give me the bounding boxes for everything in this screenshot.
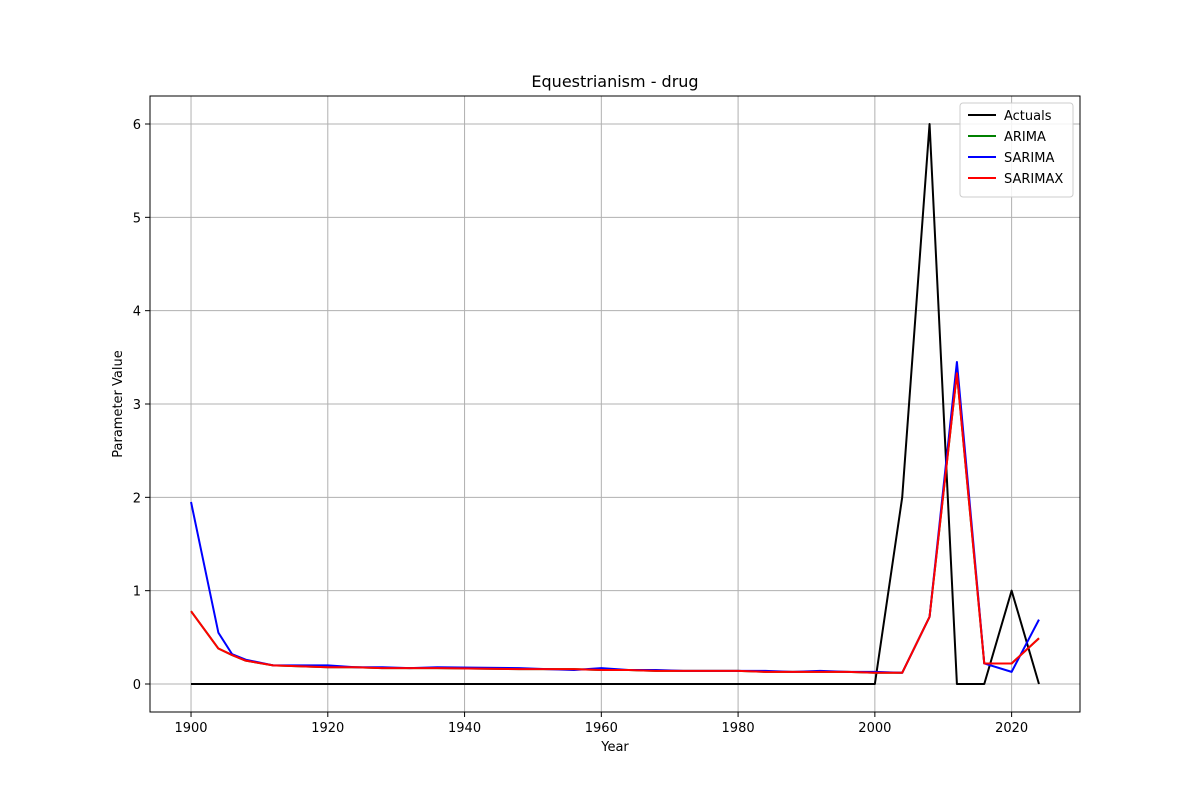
x-tick-label: 1960 — [585, 721, 618, 736]
series-lines — [190, 123, 1040, 685]
y-axis-ticks: 0 1 2 3 4 5 6 — [133, 118, 150, 693]
legend: Actuals ARIMA SARIMA SARIMAX — [959, 102, 1074, 198]
x-tick-label: 1900 — [174, 721, 207, 736]
legend-label-sarimax: SARIMAX — [1004, 172, 1063, 187]
y-tick-label: 3 — [133, 398, 141, 413]
x-axis-ticks: 1900 1920 1940 1960 1980 2000 2020 — [174, 712, 1028, 736]
y-tick-label: 4 — [133, 305, 141, 320]
y-tick-label: 6 — [133, 118, 141, 133]
y-axis-label: Parameter Value — [111, 350, 126, 457]
series-line-actuals — [191, 123, 1040, 685]
legend-label-arima: ARIMA — [1004, 130, 1046, 145]
x-tick-label: 1980 — [722, 721, 755, 736]
legend-box — [959, 102, 1074, 198]
legend-label-actuals: Actuals — [1004, 109, 1052, 124]
series-line-sarimax — [190, 372, 1040, 674]
x-tick-label: 2020 — [995, 721, 1028, 736]
legend-label-sarima: SARIMA — [1004, 151, 1054, 166]
x-tick-label: 2000 — [858, 721, 891, 736]
y-tick-label: 1 — [133, 585, 141, 600]
y-tick-label: 0 — [133, 678, 141, 693]
x-axis-label: Year — [600, 740, 629, 755]
x-tick-label: 1920 — [311, 721, 344, 736]
chart-title: Equestrianism - drug — [531, 72, 698, 91]
y-tick-label: 5 — [133, 211, 141, 226]
y-tick-label: 2 — [133, 491, 141, 506]
x-tick-label: 1940 — [448, 721, 481, 736]
